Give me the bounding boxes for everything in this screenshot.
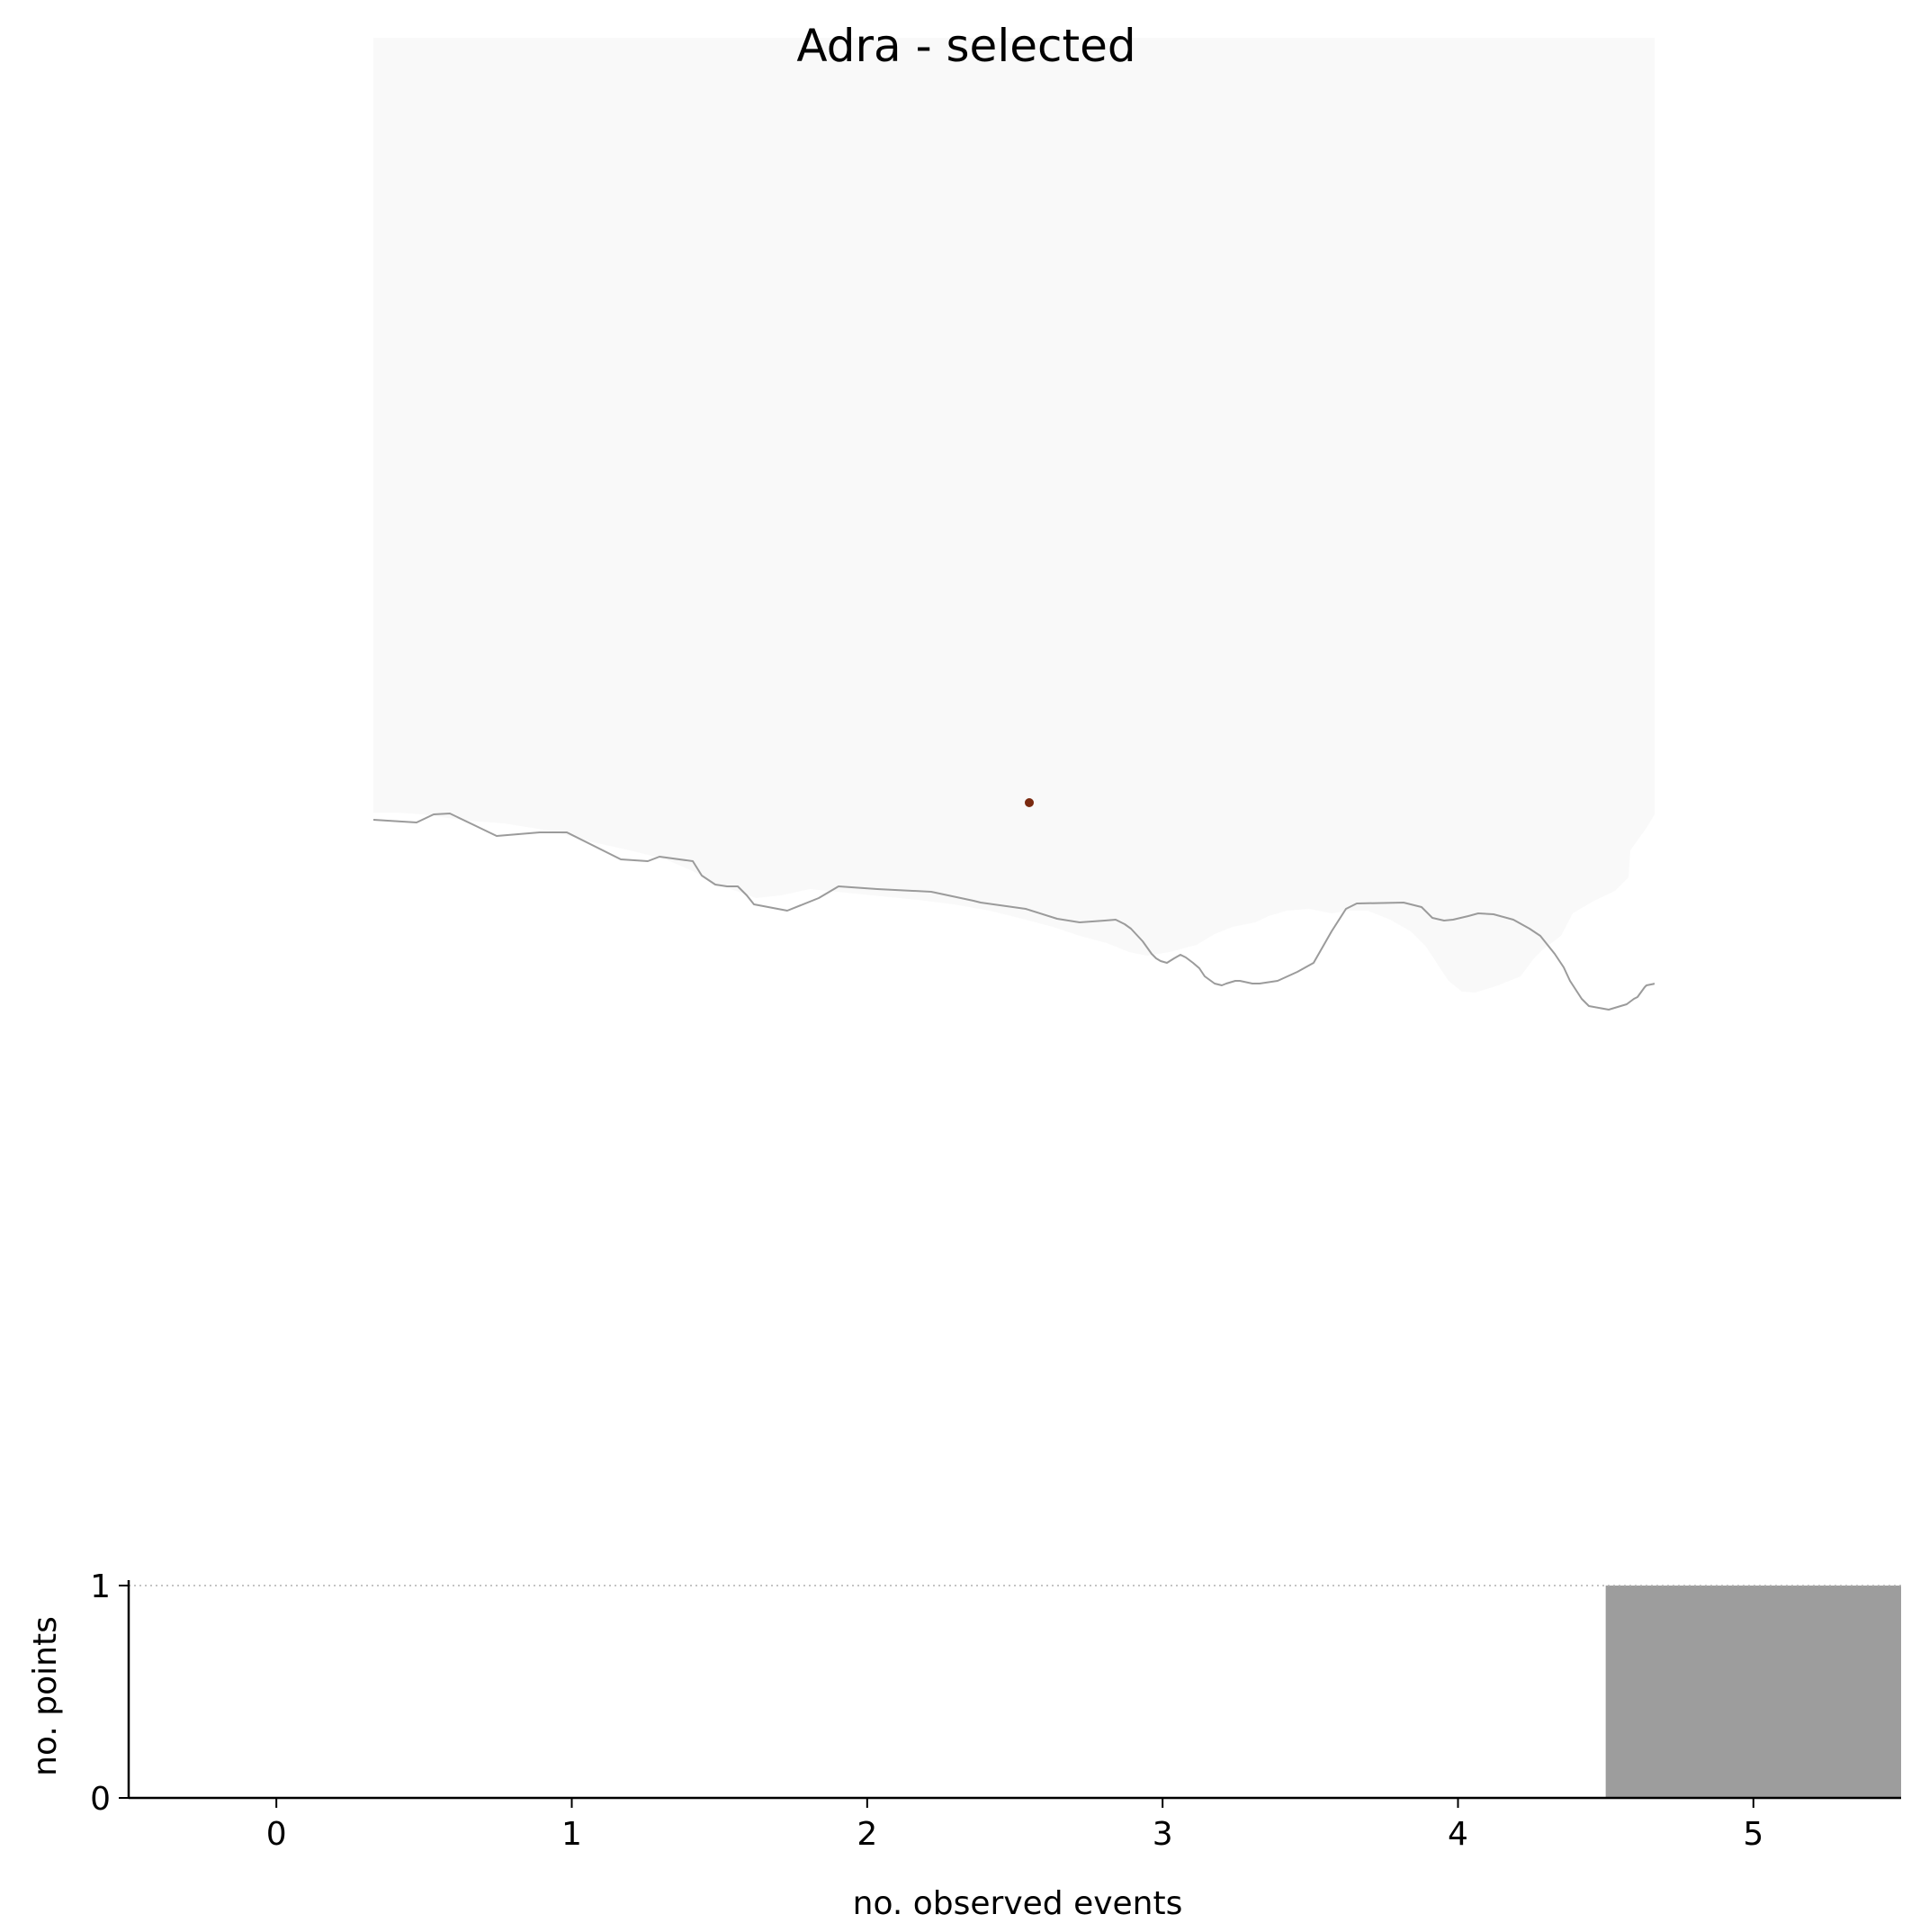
map-panel: Adra - selected [373,20,1655,1011]
x-axis-ticks: 0 1 2 3 4 5 [266,1798,1763,1853]
y-axis-label: no. points [27,1616,64,1776]
x-tick-label: 5 [1743,1816,1763,1853]
x-tick-label: 2 [857,1816,877,1853]
y-tick-label: 0 [90,1781,111,1818]
y-axis-ticks: 01 [90,1568,129,1818]
x-tick-label: 4 [1448,1816,1468,1853]
land-area [373,38,1655,993]
x-tick-label: 1 [561,1816,582,1853]
map-title: Adra - selected [796,20,1135,72]
y-tick-label: 1 [90,1568,111,1605]
histogram-bars [1605,1586,1901,1798]
histogram-bar [1605,1586,1901,1798]
x-tick-label: 3 [1153,1816,1173,1853]
coastline [373,813,1655,1011]
selected-location-marker[interactable] [1025,798,1034,807]
x-tick-label: 0 [266,1816,287,1853]
x-axis-label: no. observed events [853,1885,1183,1922]
